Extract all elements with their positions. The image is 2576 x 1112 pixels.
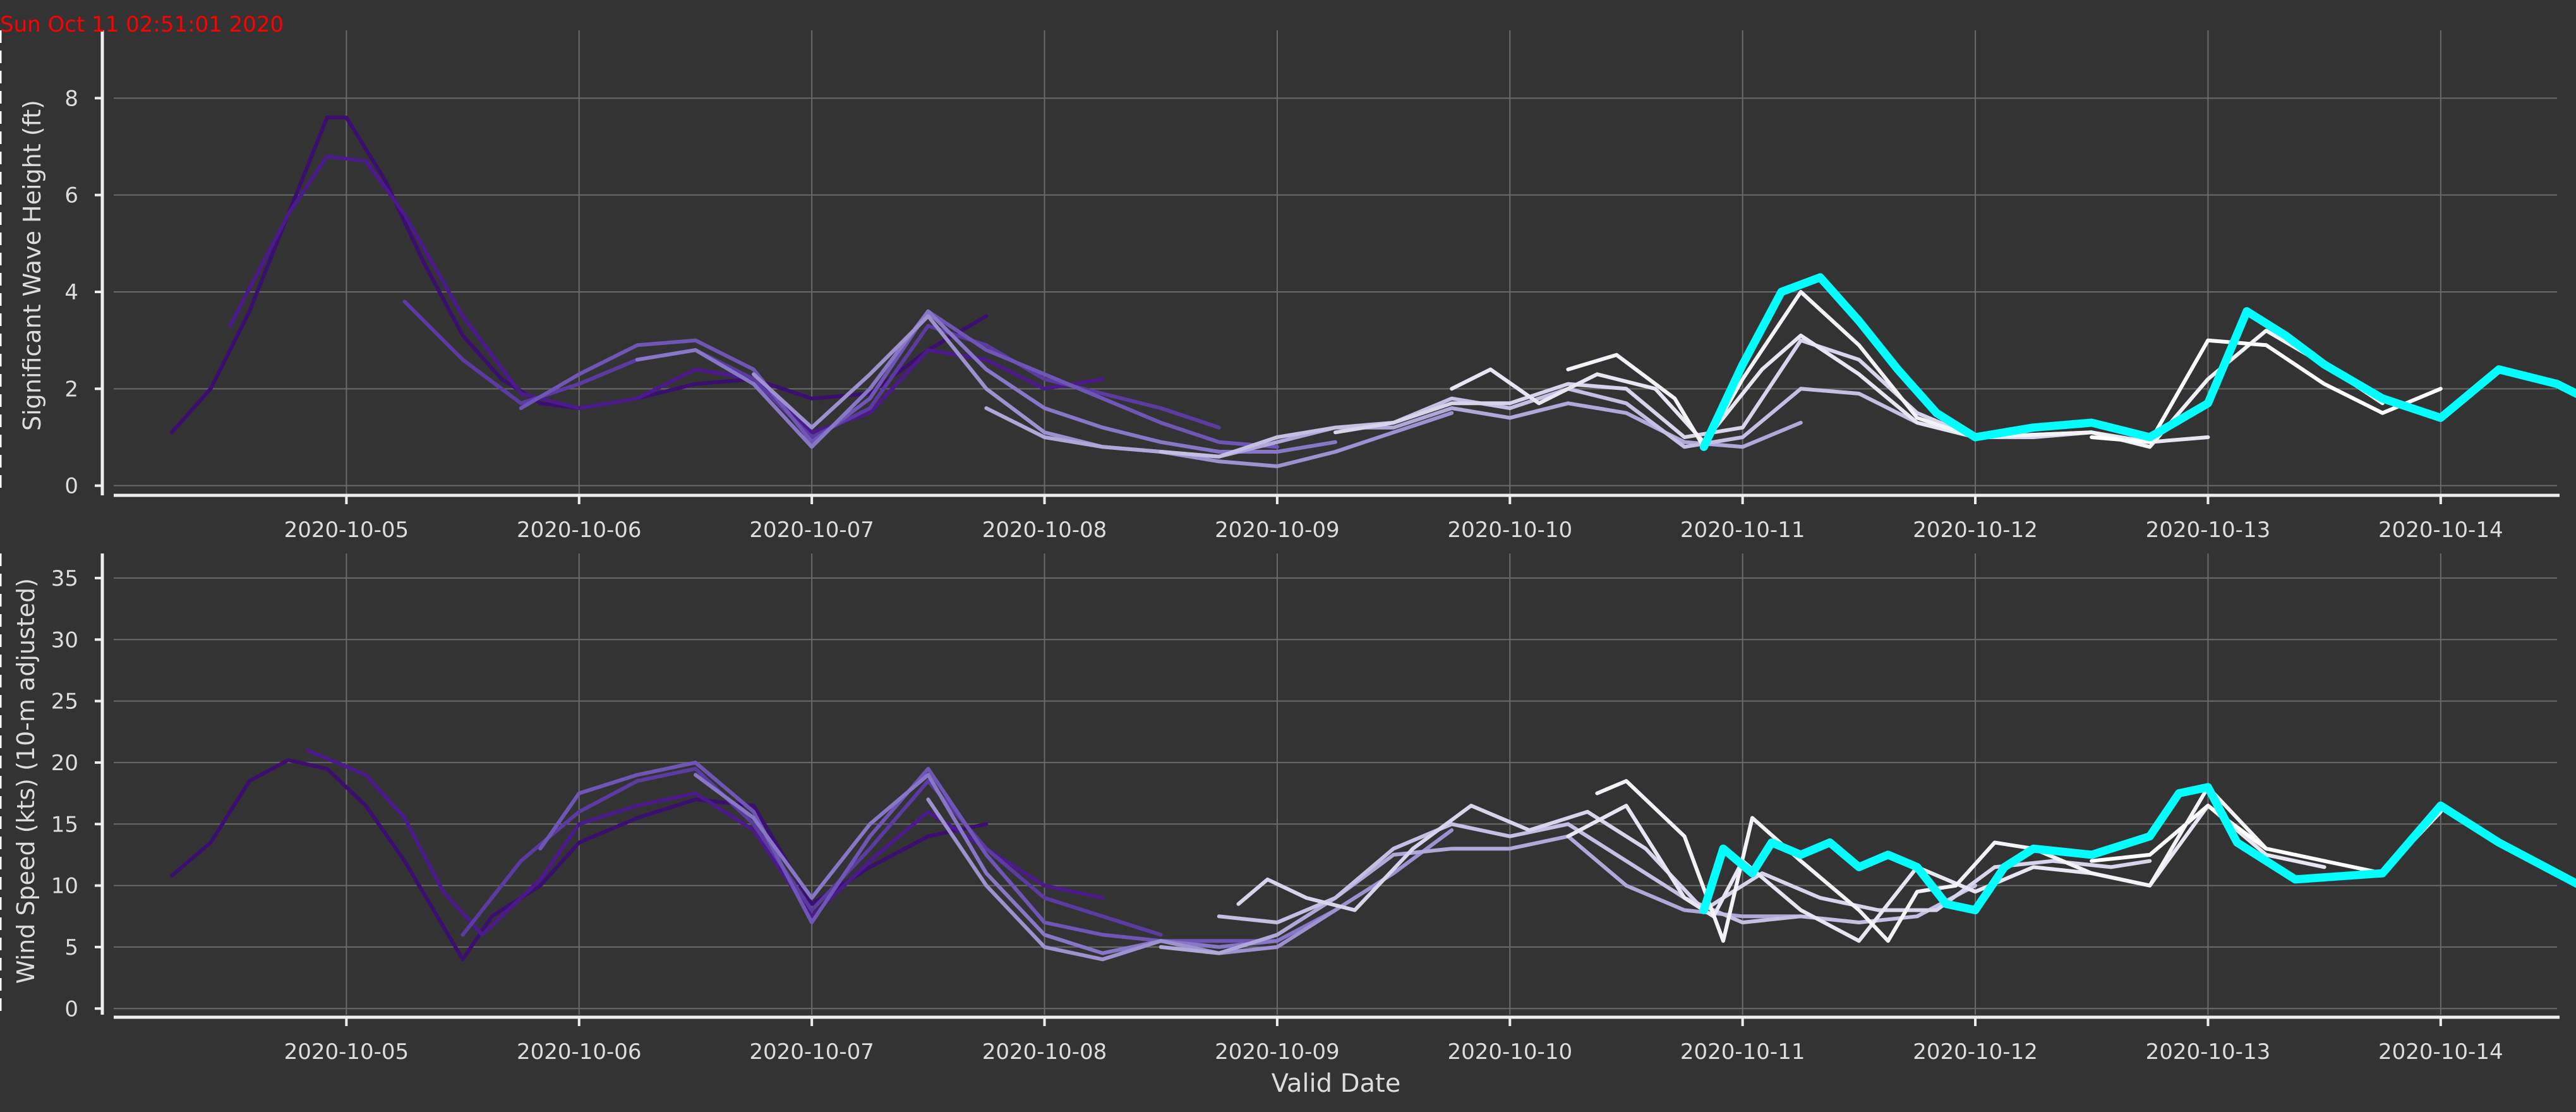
wave-height-series xyxy=(170,116,2576,468)
wind-speed-forecast-run-line xyxy=(1595,779,2268,943)
wind-speed-x-tick-label: 2020-10-13 xyxy=(2146,1039,2271,1065)
wave-height-forecast-run-line xyxy=(635,309,1337,454)
wind-speed-x-tick-label: 2020-10-14 xyxy=(2378,1039,2503,1065)
wind-speed-x-tick-label: 2020-10-10 xyxy=(1447,1039,1572,1065)
wind-speed-axes: 0 5 10 15 20 25 30 35 2020-10-05 2020-10-06 2020-1… xyxy=(51,553,2560,1065)
wind-speed-x-axis-label: Valid Date xyxy=(1272,1069,1401,1098)
wave-height-x-tick-label: 2020-10-09 xyxy=(1215,517,1340,543)
wave-height-forecast-run-line xyxy=(519,309,1279,449)
wind-speed-forecast-run-line xyxy=(538,760,1279,943)
wave-height-forecast-run-line xyxy=(2090,338,2443,444)
wave-height-y-tick-label: 4 xyxy=(64,280,78,305)
current-time-marker: Sun Oct 11 02:51:01 2020 xyxy=(0,12,284,1015)
wind-speed-y-tick-label: 0 xyxy=(64,996,78,1022)
wind-speed-forecast-run-line xyxy=(926,797,1454,962)
wind-speed-x-tick-label: 2020-10-12 xyxy=(1913,1039,2038,1065)
wave-height-x-tick-label: 2020-10-12 xyxy=(1913,517,2038,543)
wind-speed-forecast-run-line xyxy=(1217,822,1977,924)
wind-speed-forecast-run-line xyxy=(1159,834,1803,955)
wind-speed-y-axis-label: Wind Speed (kts) (10-m adjusted) xyxy=(12,578,40,984)
wind-speed-x-tick-label: 2020-10-06 xyxy=(517,1039,642,1065)
wind-speed-forecast-run-line xyxy=(170,758,989,962)
wind-speed-x-tick-label: 2020-10-09 xyxy=(1215,1039,1340,1065)
wave-height-y-tick-label: 0 xyxy=(64,474,78,499)
wave-height-y-tick-label: 2 xyxy=(64,377,78,402)
wave-height-y-tick-label: 6 xyxy=(64,183,78,208)
wave-height-x-tick-label: 2020-10-06 xyxy=(517,517,642,543)
wind-speed-y-tick-label: 25 xyxy=(51,689,78,715)
wind-speed-x-tick-label: 2020-10-08 xyxy=(982,1039,1107,1065)
wave-height-latest-forecast-line xyxy=(1699,273,2576,451)
wind-speed-grid xyxy=(114,553,2557,1015)
wind-speed-x-tick-label: 2020-10-05 xyxy=(284,1039,409,1065)
wave-height-x-tick-label: 2020-10-11 xyxy=(1680,517,1805,543)
wave-height-grid xyxy=(114,30,2557,495)
wind-speed-y-tick-label: 15 xyxy=(51,812,78,837)
wind-speed-y-tick-label: 10 xyxy=(51,874,78,899)
wind-speed-x-tick-label: 2020-10-07 xyxy=(749,1039,874,1065)
wind-speed-series xyxy=(170,748,2576,962)
wind-speed-forecast-run-line xyxy=(306,748,1105,937)
wind-speed-y-tick-label: 5 xyxy=(64,935,78,960)
wave-height-forecast-run-line xyxy=(228,154,1105,435)
current-time-annotation: Sun Oct 11 02:51:01 2020 xyxy=(0,12,284,37)
wave-height-x-tick-label: 2020-10-08 xyxy=(982,517,1107,543)
wave-height-x-tick-label: 2020-10-05 xyxy=(284,517,409,543)
wave-height-x-tick-label: 2020-10-14 xyxy=(2378,517,2503,543)
wind-speed-y-tick-label: 35 xyxy=(51,566,78,591)
wind-speed-latest-forecast-line xyxy=(1699,783,2576,914)
wind-speed-forecast-run-line xyxy=(694,773,1337,955)
wave-height-forecast-run-line xyxy=(1566,290,2385,449)
wave-height-y-axis-label: Significant Wave Height (ft) xyxy=(18,100,46,431)
wave-height-panel: 0 2 4 6 8 2020-10-05 2020-10-06 2020-10-07 2020-… xyxy=(18,30,2576,543)
wave-height-y-tick-label: 8 xyxy=(64,86,78,111)
wind-speed-y-tick-label: 30 xyxy=(51,627,78,653)
wave-height-x-tick-label: 2020-10-13 xyxy=(2146,517,2271,543)
wind-speed-y-tick-label: 20 xyxy=(51,751,78,776)
wind-speed-x-tick-label: 2020-10-11 xyxy=(1680,1039,1805,1065)
wave-height-x-tick-label: 2020-10-10 xyxy=(1447,517,1572,543)
wind-speed-forecast-run-line xyxy=(460,766,1163,937)
wave-height-axes: 0 2 4 6 8 2020-10-05 2020-10-06 2020-10-07 2020-… xyxy=(64,30,2560,543)
wind-speed-panel: 0 5 10 15 20 25 30 35 2020-10-05 2020-10-06 2020-1… xyxy=(12,553,2576,1098)
wave-height-x-tick-label: 2020-10-07 xyxy=(749,517,874,543)
